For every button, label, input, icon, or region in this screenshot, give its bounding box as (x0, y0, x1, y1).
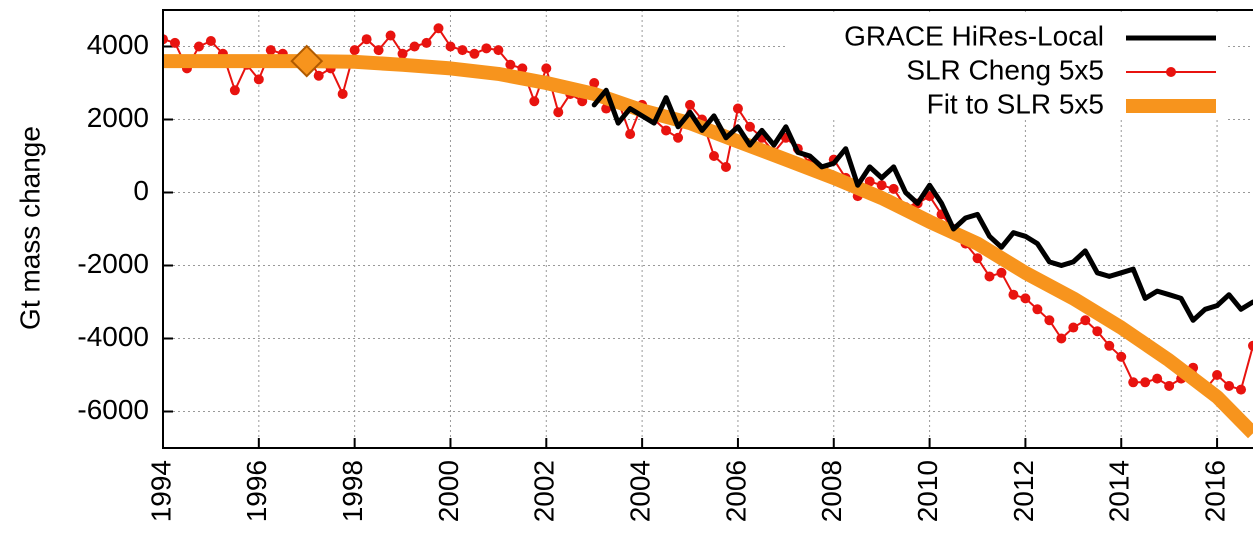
x-tick-label: 2008 (816, 460, 847, 522)
data-point (1080, 315, 1090, 325)
x-tick-label: 2002 (529, 460, 560, 522)
x-tick-label: 2006 (720, 460, 751, 522)
data-point (553, 107, 563, 117)
data-point (386, 31, 396, 41)
data-point (362, 34, 372, 44)
data-point (1128, 377, 1138, 387)
x-tick-label: 2014 (1104, 460, 1135, 522)
x-tick-label: 2004 (625, 460, 656, 522)
data-point (1140, 377, 1150, 387)
data-point (685, 100, 695, 110)
data-point (206, 36, 216, 46)
x-tick-label: 1996 (241, 460, 272, 522)
data-point (1236, 385, 1246, 395)
y-axis-label: Gt mass change (14, 126, 45, 330)
data-point (505, 60, 515, 70)
data-point (541, 63, 551, 73)
data-point (1092, 326, 1102, 336)
x-tick-label: 1998 (337, 460, 368, 522)
data-point (374, 45, 384, 55)
x-tick-label: 2000 (433, 460, 464, 522)
y-tick-label: -6000 (77, 394, 149, 425)
data-point (1104, 341, 1114, 351)
data-point (398, 49, 408, 59)
data-point (1116, 352, 1126, 362)
y-tick-label: 4000 (87, 29, 149, 60)
x-tick-label: 2016 (1199, 460, 1230, 522)
x-tick-label: 2010 (912, 460, 943, 522)
data-point (721, 162, 731, 172)
data-point (445, 42, 455, 52)
data-point (338, 89, 348, 99)
data-point (709, 151, 719, 161)
data-point (1164, 381, 1174, 391)
data-point (1020, 293, 1030, 303)
data-point (673, 133, 683, 143)
data-point (1212, 370, 1222, 380)
data-point (457, 45, 467, 55)
data-point (230, 85, 240, 95)
y-tick-label: -4000 (77, 321, 149, 352)
data-point (661, 125, 671, 135)
data-point (973, 253, 983, 263)
data-point (996, 268, 1006, 278)
legend-label: SLR Cheng 5x5 (906, 54, 1104, 85)
y-tick-label: 2000 (87, 102, 149, 133)
data-point (1008, 290, 1018, 300)
legend-label: GRACE HiRes-Local (844, 20, 1104, 51)
data-point (1248, 341, 1253, 351)
data-point (1044, 315, 1054, 325)
legend-label: Fit to SLR 5x5 (927, 88, 1104, 119)
data-point (266, 45, 276, 55)
data-point (877, 180, 887, 190)
data-point (1224, 381, 1234, 391)
legend-swatch-point (1166, 67, 1176, 77)
data-point (1056, 334, 1066, 344)
data-point (529, 96, 539, 106)
data-point (733, 104, 743, 114)
data-point (194, 42, 204, 52)
data-point (481, 43, 491, 53)
data-point (625, 129, 635, 139)
data-point (422, 38, 432, 48)
x-tick-label: 2012 (1008, 460, 1039, 522)
y-tick-label: -2000 (77, 248, 149, 279)
y-tick-label: 0 (133, 175, 149, 206)
data-point (469, 49, 479, 59)
data-point (350, 45, 360, 55)
data-point (254, 74, 264, 84)
data-point (1152, 374, 1162, 384)
data-point (745, 122, 755, 132)
data-point (314, 71, 324, 81)
x-tick-label: 1994 (145, 460, 176, 522)
data-point (889, 184, 899, 194)
data-point (410, 42, 420, 52)
data-point (1068, 323, 1078, 333)
data-point (984, 271, 994, 281)
data-point (493, 45, 503, 55)
data-point (433, 23, 443, 33)
data-point (1032, 304, 1042, 314)
data-point (170, 38, 180, 48)
